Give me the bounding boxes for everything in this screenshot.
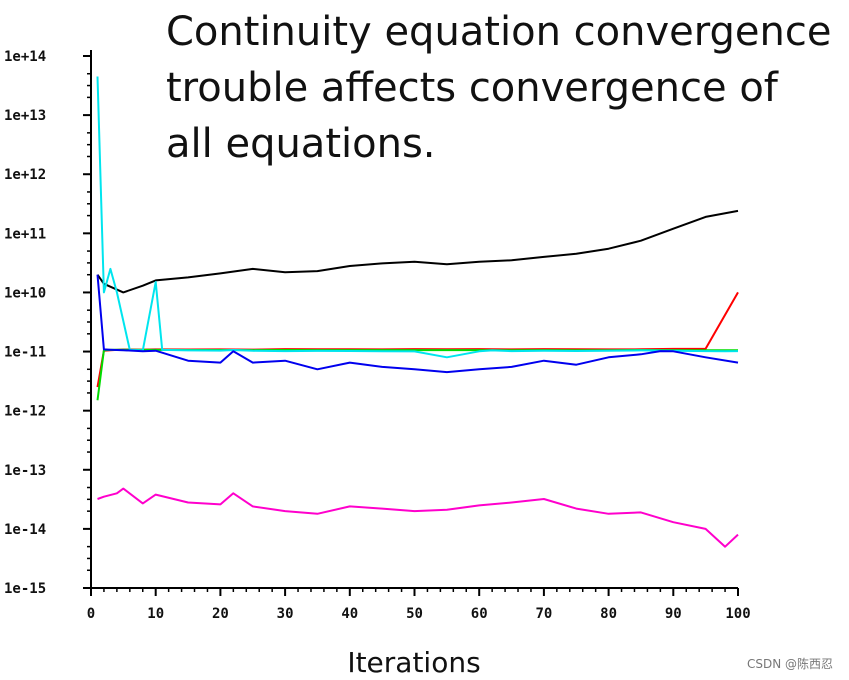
y-tick-label: 1e+10 <box>4 285 46 301</box>
y-tick-label: 1e+14 <box>4 49 46 65</box>
series-line <box>96 76 739 359</box>
x-tick-label: 80 <box>600 606 617 622</box>
x-tick-label: 40 <box>341 606 358 622</box>
x-tick-label: 20 <box>212 606 229 622</box>
series-line <box>96 348 738 401</box>
y-tick-label: 1e-11 <box>4 345 46 361</box>
x-tick-label: 30 <box>277 606 294 622</box>
series-group <box>96 76 739 548</box>
y-tick-label: 1e+12 <box>4 167 46 183</box>
x-tick-label: 70 <box>535 606 552 622</box>
series-line <box>96 209 739 294</box>
x-tick-label: 60 <box>471 606 488 622</box>
series-line <box>97 487 739 548</box>
x-tick-label: 100 <box>725 606 750 622</box>
x-tick-label: 50 <box>406 606 423 622</box>
x-axis-title: Iterations <box>347 646 480 679</box>
x-tick-label: 10 <box>147 606 164 622</box>
chart-title-line: Continuity equation convergence <box>166 9 832 55</box>
chart-title-line: trouble affects convergence of <box>166 65 778 111</box>
chart-title: Continuity equation convergence trouble … <box>166 4 849 172</box>
x-tick-label: 90 <box>665 606 682 622</box>
axes: 1e+14 1e+13 1e+12 1e+11 1e+10 1e-11 1e-12 1e-13… <box>4 49 751 622</box>
series-line <box>96 274 739 374</box>
x-tick-label: 0 <box>87 606 95 622</box>
y-tick-label: 1e-13 <box>4 463 46 479</box>
y-tick-label: 1e+11 <box>4 226 46 242</box>
y-tick-label: 1e-15 <box>4 581 46 597</box>
y-tick-label: 1e+13 <box>4 108 46 124</box>
chart-title-line: all equations. <box>166 121 436 167</box>
y-tick-label: 1e-12 <box>4 404 46 420</box>
watermark: CSDN @陈西忍 <box>747 656 833 671</box>
y-tick-label: 1e-14 <box>4 522 46 538</box>
series-line <box>96 291 739 388</box>
